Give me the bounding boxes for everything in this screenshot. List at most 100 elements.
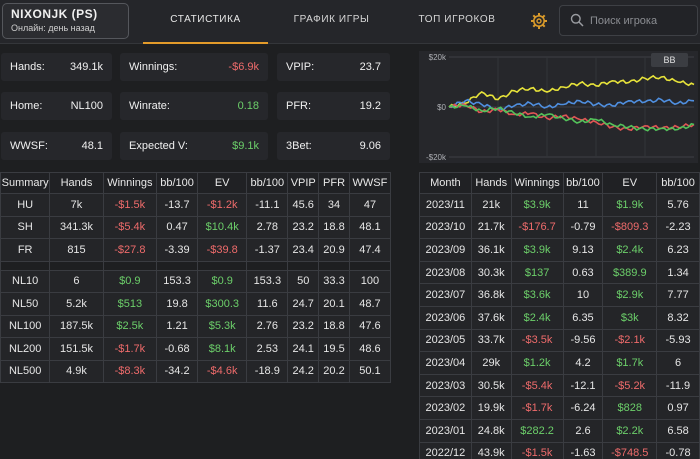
table-row[interactable]: 2023/04 29k $1.2k 4.2 $1.7k 6	[419, 351, 700, 375]
table-cell: 5.76	[656, 193, 700, 217]
table-cell: NL500	[0, 359, 51, 383]
table-cell: -$1.7k	[102, 337, 158, 361]
table-row[interactable]: 2023/08 30.3k $137 0.63 $389.9 1.34	[419, 260, 700, 285]
table-cell: 23.2	[287, 314, 320, 338]
monthly-header-cell: Hands	[470, 172, 512, 194]
table-cell: 6.35	[562, 305, 604, 330]
table-cell: $389.9	[602, 260, 658, 285]
table-row[interactable]: FR 815 -$27.8 -3.39 -$39.8 -1.37 23.4 20.9 47.4	[0, 238, 392, 262]
table-cell: -$1.7k	[510, 396, 564, 420]
table-cell: 153.3	[156, 269, 199, 293]
tab-top-players[interactable]: ТОП ИГРОКОВ	[418, 14, 496, 25]
table-row[interactable]: NL100 187.5k $2.5k 1.21 $5.3k 2.76 23.2 18.8 47.…	[0, 314, 392, 338]
table-cell: 18.8	[318, 314, 350, 338]
search-box	[559, 5, 698, 36]
table-cell: 151.5k	[49, 337, 104, 361]
table-cell: $282.2	[510, 418, 564, 443]
table-cell: 19.5	[318, 337, 350, 361]
table-cell: 187.5k	[49, 314, 104, 338]
table-cell: $2.4k	[602, 238, 658, 262]
stat-hands: Hands: 349.1k	[1, 53, 112, 81]
table-cell: $1.9k	[602, 193, 658, 217]
table-cell: 24.8k	[470, 418, 512, 443]
table-cell: 341.3k	[49, 215, 104, 239]
chart-series-line	[448, 74, 695, 108]
table-cell: -$3.5k	[510, 328, 564, 353]
table-cell: 24.2	[287, 359, 320, 383]
table-cell: 20.2	[318, 359, 350, 383]
summary-header-cell: WWSF	[348, 172, 392, 194]
table-row[interactable]: 2023/03 30.5k -$5.4k -12.1 -$5.2k -11.9	[419, 373, 700, 398]
table-cell: -$809.3	[602, 215, 658, 240]
summary-header-cell: VPIP	[287, 172, 320, 194]
table-row[interactable]: NL10 6 $0.9 153.3 $0.9 153.3 50 33.3 100	[0, 269, 392, 293]
table-cell: 4.9k	[49, 359, 104, 383]
table-cell: -$27.8	[102, 238, 158, 262]
table-row[interactable]: NL500 4.9k -$8.3k -34.2 -$4.6k -18.9 24.2 20.2 5…	[0, 359, 392, 383]
table-cell: 2023/05	[419, 328, 472, 353]
table-row[interactable]: 2023/06 37.6k $2.4k 6.35 $3k 8.32	[419, 305, 700, 330]
tab-statistics[interactable]: СТАТИСТИКА	[143, 0, 268, 44]
table-row[interactable]: 2023/01 24.8k $282.2 2.6 $2.2k 6.58	[419, 418, 700, 443]
table-cell: 2023/06	[419, 305, 472, 330]
table-cell: 8.32	[656, 305, 700, 330]
search-input[interactable]	[590, 12, 690, 30]
stat-expected-value: Expected V: $9.1k	[120, 132, 268, 160]
bb-toggle-button[interactable]: BB	[651, 53, 688, 67]
table-cell: 0.47	[156, 215, 199, 239]
gear-icon[interactable]	[530, 12, 548, 30]
tab-game-graph[interactable]: ГРАФИК ИГРЫ	[293, 14, 370, 25]
table-cell: -$5.2k	[602, 373, 658, 398]
table-row[interactable]: 2023/10 21.7k -$176.7 -0.79 -$809.3 -2.23	[419, 215, 700, 240]
chart-series-line	[448, 103, 695, 132]
table-cell: 43.9k	[470, 441, 512, 459]
table-cell: 1.34	[656, 260, 700, 285]
table-cell: -13.7	[156, 193, 199, 217]
player-name: NIXONJK (PS)	[11, 7, 98, 21]
stat-pfr: PFR: 19.2	[277, 92, 390, 120]
table-cell: 0.63	[562, 260, 604, 285]
table-cell: NL200	[0, 337, 51, 361]
table-row[interactable]: 2023/05 33.7k -$3.5k -9.56 -$2.1k -5.93	[419, 328, 700, 353]
table-cell: 10	[562, 283, 604, 307]
table-cell: SH	[0, 215, 51, 239]
summary-group-separator	[0, 260, 392, 271]
table-cell: 2023/02	[419, 396, 472, 420]
table-cell: $3k	[602, 305, 658, 330]
table-cell: 19.8	[156, 292, 199, 316]
table-cell: 47.6	[348, 314, 392, 338]
stat-3bet: 3Bet: 9.06	[277, 132, 390, 160]
table-row[interactable]: SH 341.3k -$5.4k 0.47 $10.4k 2.78 23.2 18.8 48.1	[0, 215, 392, 239]
table-cell: $513	[102, 292, 158, 316]
table-cell: $2.5k	[102, 314, 158, 338]
table-cell: 33.7k	[470, 328, 512, 353]
table-row[interactable]: NL200 151.5k -$1.7k -0.68 $8.1k 2.53 24.1 19.5 4…	[0, 337, 392, 361]
table-cell: 11.6	[246, 292, 289, 316]
table-cell: 4.2	[562, 351, 604, 375]
table-cell: 1.21	[156, 314, 199, 338]
table-cell: -2.23	[656, 215, 700, 240]
table-cell: 23.4	[287, 238, 320, 262]
table-row[interactable]: 2023/09 36.1k $3.9k 9.13 $2.4k 6.23	[419, 238, 700, 262]
table-cell: $5.3k	[197, 314, 248, 338]
table-cell: -$748.5	[602, 441, 658, 459]
table-row[interactable]: 2022/12 43.9k -$1.5k -1.63 -$748.5 -0.78	[419, 441, 700, 459]
table-cell: $0.9	[102, 269, 158, 293]
table-cell: 50.1	[348, 359, 392, 383]
table-cell: 50	[287, 269, 320, 293]
chart-y-tick-label: $0	[437, 103, 446, 112]
table-cell: $10.4k	[197, 215, 248, 239]
player-info: NIXONJK (PS) Онлайн: день назад	[2, 3, 129, 39]
table-cell: NL100	[0, 314, 51, 338]
summary-header-cell: Hands	[49, 172, 104, 194]
table-row[interactable]: 2023/02 19.9k -$1.7k -6.24 $828 0.97	[419, 396, 700, 420]
table-row[interactable]: NL50 5.2k $513 19.8 $300.3 11.6 24.7 20.1 48.7	[0, 292, 392, 316]
table-cell: 2023/09	[419, 238, 472, 262]
table-row[interactable]: 2023/07 36.8k $3.6k 10 $2.9k 7.77	[419, 283, 700, 307]
table-cell: -$1.5k	[510, 441, 564, 459]
table-cell: -$5.4k	[102, 215, 158, 239]
table-cell: 9.13	[562, 238, 604, 262]
table-row[interactable]: HU 7k -$1.5k -13.7 -$1.2k -11.1 45.6 34 47	[0, 193, 392, 217]
table-cell: -$4.6k	[197, 359, 248, 383]
table-row[interactable]: 2023/11 21k $3.9k 11 $1.9k 5.76	[419, 193, 700, 217]
